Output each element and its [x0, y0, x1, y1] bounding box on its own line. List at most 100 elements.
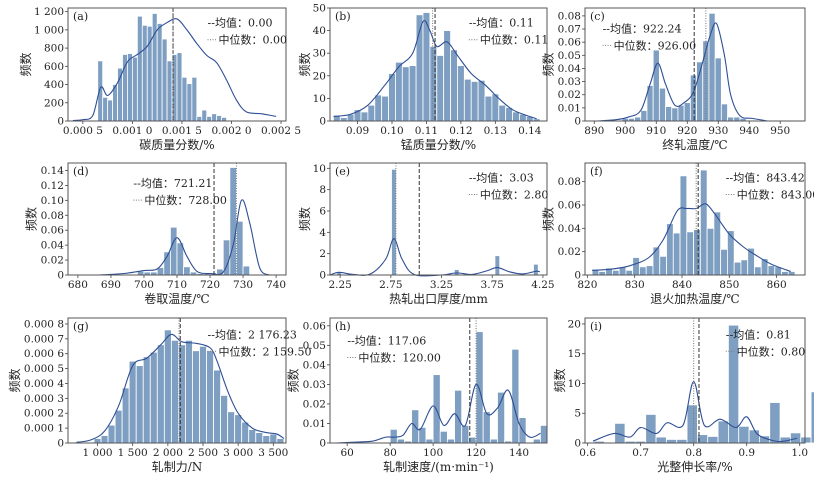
y-tick-label: 20	[313, 70, 326, 82]
histogram-bar	[234, 414, 243, 444]
histogram-bar	[213, 369, 222, 444]
y-tick-label: 0.05	[558, 50, 581, 62]
histogram-bar	[676, 439, 688, 444]
histogram-bar	[706, 227, 715, 276]
histogram-bar	[655, 436, 667, 444]
x-tick-label: 0.002 0	[211, 125, 251, 137]
y-tick-label: 400	[44, 79, 64, 91]
legend-mean-label: --均值：0.00	[208, 17, 273, 30]
histogram-bar	[598, 271, 607, 276]
y-tick-label: 1 200	[34, 6, 64, 18]
legend-mean-label: --均值：922.24	[603, 22, 682, 35]
kde-curve	[72, 18, 277, 122]
y-tick-label: 0.000 1	[24, 423, 64, 435]
y-axis-label: 频数	[24, 207, 39, 231]
histogram-bar	[717, 420, 729, 444]
histogram-bar	[396, 438, 405, 444]
histogram-bar	[142, 356, 151, 444]
y-tick-label: 20	[568, 318, 581, 330]
x-tick-label: 60	[341, 447, 354, 459]
histogram-bar	[463, 78, 472, 122]
panel-label: (e)	[335, 165, 350, 178]
histogram-bar	[720, 248, 728, 276]
histogram-bar	[720, 103, 728, 122]
x-tick-label: 3.25	[430, 279, 453, 291]
histogram-bar	[166, 60, 173, 122]
y-tick-label: 600	[44, 61, 64, 73]
y-tick-label: 0.07	[558, 24, 581, 36]
x-tick-label: 720	[200, 279, 220, 291]
histogram-bar	[686, 231, 694, 276]
x-tick-label: 0.9	[738, 447, 755, 459]
y-tick-label: 0.000 4	[24, 378, 64, 390]
histogram-bar	[339, 117, 348, 122]
y-tick-label: 6	[319, 206, 326, 218]
histogram-bar	[374, 94, 383, 122]
x-tick-label: 0.7	[632, 447, 649, 459]
x-tick-label: 3 500	[258, 447, 288, 459]
histogram-bar	[461, 425, 470, 444]
histogram-bar	[645, 265, 654, 276]
legend-mean-label: --均值：721.21	[133, 177, 212, 190]
histogram-bar	[425, 438, 434, 444]
x-tick-label: 0.10	[380, 125, 403, 137]
legend-median-label: 中位数：2 159.50	[219, 344, 312, 358]
histogram-bar	[220, 394, 229, 444]
y-tick-label: 0.000 8	[24, 318, 64, 330]
x-tick-label: 1 500	[118, 447, 148, 459]
y-axis-label: 频数	[286, 368, 301, 392]
y-tick-label: 8	[319, 184, 326, 196]
x-tick-label: 680	[68, 279, 88, 291]
y-tick-label: 0.02	[303, 398, 326, 410]
histogram-bar	[408, 65, 417, 122]
x-axis-label: 轧制速度/(m·min⁻¹)	[383, 459, 494, 474]
panel-b: 0.09 0.10 0.11 0.12 0.13 0.14 0 10 20 30 40 50 锰质量分数…	[297, 3, 549, 153]
x-tick-label: 940	[739, 125, 759, 137]
x-tick-label: 820	[577, 279, 597, 291]
histogram-bar	[477, 79, 486, 122]
y-tick-label: 10	[568, 378, 581, 390]
x-tick-label: 890	[584, 125, 604, 137]
plot-area	[330, 163, 547, 275]
kde-curve	[592, 381, 798, 443]
x-axis-label: 光整伸长率/%	[657, 459, 732, 474]
x-tick-label: 0.12	[449, 125, 472, 137]
x-tick-label: 3.75	[481, 279, 504, 291]
y-axis-label: 频数	[297, 52, 312, 76]
y-tick-label: 0	[319, 438, 326, 450]
y-tick-label: 0	[574, 270, 581, 282]
y-tick-label: 0.14	[41, 165, 65, 177]
x-tick-label: 730	[233, 279, 253, 291]
panel-a: 0.000 5 0.001 0 0.001 5 0.002 0 0.002 5 0 200 4…	[18, 6, 301, 152]
histogram-bar	[693, 229, 701, 276]
x-tick-label: 2.25	[328, 279, 351, 291]
panel-label: (i)	[590, 320, 602, 333]
panel-label: (d)	[73, 165, 89, 178]
histogram-bar	[114, 409, 123, 444]
histogram-bar	[454, 389, 463, 444]
x-tick-label: 0.000 5	[63, 125, 103, 137]
histogram-bar	[686, 404, 698, 444]
histogram-bar	[457, 65, 465, 122]
y-tick-label: 0.04	[303, 359, 327, 371]
histogram-bar	[127, 53, 133, 122]
histogram-bar	[699, 169, 708, 276]
histogram-bar	[156, 23, 163, 122]
histogram-bar	[511, 348, 520, 444]
y-tick-label: 0.000 2	[24, 408, 64, 420]
plot-frame	[67, 317, 287, 444]
histogram-bar	[640, 110, 648, 122]
kde-curve	[76, 333, 285, 443]
x-axis-label: 热轧出口厚度/mm	[389, 291, 488, 306]
y-tick-label: 10	[313, 163, 326, 175]
y-tick-label: 10	[313, 93, 326, 105]
histogram-bar	[494, 255, 500, 276]
panel-label: (a)	[73, 10, 88, 23]
x-tick-label: 0.001 0	[112, 125, 152, 137]
histogram-bar	[156, 344, 165, 444]
histogram-bar	[121, 387, 130, 444]
y-tick-label: 0	[57, 270, 64, 282]
bars	[591, 169, 796, 276]
histogram-bar	[781, 271, 789, 276]
y-tick-label: 0	[574, 116, 581, 128]
